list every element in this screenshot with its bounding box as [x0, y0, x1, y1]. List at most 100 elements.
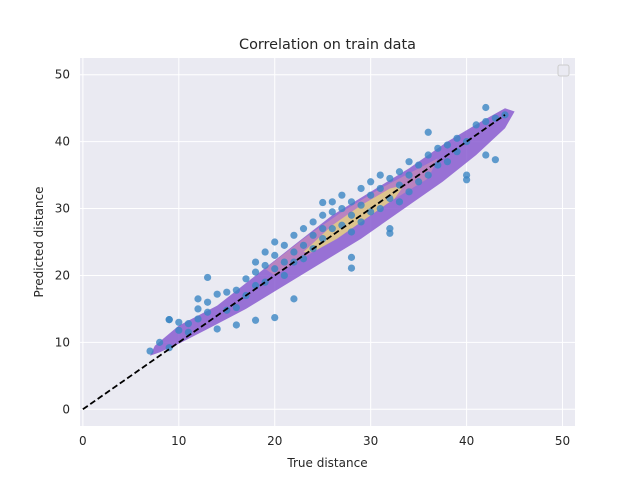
data-point	[376, 204, 384, 213]
y-tick-label: 50	[55, 68, 70, 82]
data-point	[290, 248, 298, 256]
data-point	[299, 225, 308, 233]
data-point	[194, 295, 202, 303]
data-point	[453, 134, 461, 142]
data-point	[347, 211, 356, 219]
data-point	[338, 204, 346, 213]
data-point	[203, 298, 212, 306]
chart-title: Correlation on train data	[239, 37, 416, 53]
data-point	[376, 184, 384, 193]
data-point	[232, 321, 240, 329]
x-tick-label: 50	[555, 434, 570, 448]
y-tick-label: 30	[55, 202, 70, 216]
data-point	[299, 241, 308, 249]
x-tick-label: 40	[459, 434, 474, 448]
data-point	[434, 144, 442, 152]
data-point	[328, 208, 336, 216]
data-point	[357, 184, 365, 193]
data-point	[405, 158, 413, 166]
data-point	[338, 191, 346, 199]
data-point	[223, 306, 231, 314]
data-point	[347, 228, 356, 236]
data-point	[223, 288, 231, 296]
data-point	[271, 265, 279, 273]
y-tick-label: 10	[55, 335, 70, 349]
data-point	[319, 211, 327, 219]
data-point	[395, 198, 404, 206]
data-point	[367, 178, 375, 186]
x-tick-label: 0	[79, 434, 87, 448]
data-point	[376, 171, 384, 179]
data-point	[242, 275, 250, 283]
y-tick-label: 20	[55, 268, 70, 282]
data-point	[271, 314, 279, 322]
data-point	[357, 218, 365, 226]
data-point	[290, 295, 298, 303]
y-tick-label: 0	[62, 402, 70, 416]
data-point	[367, 191, 375, 199]
data-point	[434, 161, 442, 169]
data-point	[482, 117, 490, 126]
data-point	[405, 188, 413, 196]
data-point	[482, 103, 490, 112]
data-point	[309, 231, 317, 239]
data-point	[424, 171, 432, 179]
data-point	[309, 218, 317, 226]
data-point	[347, 253, 356, 261]
data-point	[395, 168, 404, 176]
data-point	[251, 268, 260, 276]
data-point	[415, 178, 423, 186]
x-axis-label: True distance	[286, 456, 367, 470]
data-point	[203, 273, 212, 282]
data-point	[386, 174, 394, 183]
data-point	[319, 225, 327, 233]
data-point	[213, 290, 221, 298]
data-point	[347, 198, 356, 206]
data-point	[357, 201, 365, 209]
data-point	[386, 229, 394, 237]
data-point	[443, 141, 452, 149]
data-point	[280, 271, 288, 280]
data-point	[261, 248, 269, 256]
data-point	[472, 121, 480, 129]
reference-line-group	[82, 114, 506, 411]
x-tick-label: 20	[267, 434, 282, 448]
data-point	[271, 238, 279, 246]
data-point	[424, 151, 432, 159]
data-point	[328, 198, 336, 206]
x-tick-label: 30	[363, 434, 378, 448]
data-point	[443, 158, 452, 166]
data-point	[194, 305, 202, 313]
data-point	[290, 231, 298, 239]
data-point	[319, 198, 327, 207]
data-point	[415, 161, 423, 169]
y-tick-label: 40	[55, 135, 70, 149]
data-point	[261, 261, 269, 270]
y-axis-label: Predicted distance	[32, 187, 46, 298]
reference-line	[82, 114, 506, 411]
data-point	[175, 326, 183, 334]
data-point	[213, 325, 221, 333]
data-point	[251, 316, 260, 324]
data-point	[462, 176, 471, 184]
data-point	[251, 258, 260, 266]
data-point	[184, 320, 193, 328]
data-point	[165, 316, 173, 324]
data-point	[156, 338, 164, 346]
data-point	[280, 241, 288, 249]
data-point	[424, 128, 432, 136]
data-point	[271, 251, 279, 259]
data-point	[175, 318, 183, 326]
data-point	[328, 225, 336, 233]
data-points	[146, 103, 509, 355]
data-point	[482, 151, 490, 159]
data-point	[405, 171, 413, 179]
tick-labels: 0 10 20 30 40 50 0 10 20 30 40 50	[55, 68, 570, 448]
data-point	[194, 315, 202, 323]
legend-box	[557, 64, 570, 77]
data-point	[203, 308, 212, 316]
data-point	[280, 258, 288, 266]
data-point	[232, 286, 240, 294]
data-point	[319, 235, 327, 243]
